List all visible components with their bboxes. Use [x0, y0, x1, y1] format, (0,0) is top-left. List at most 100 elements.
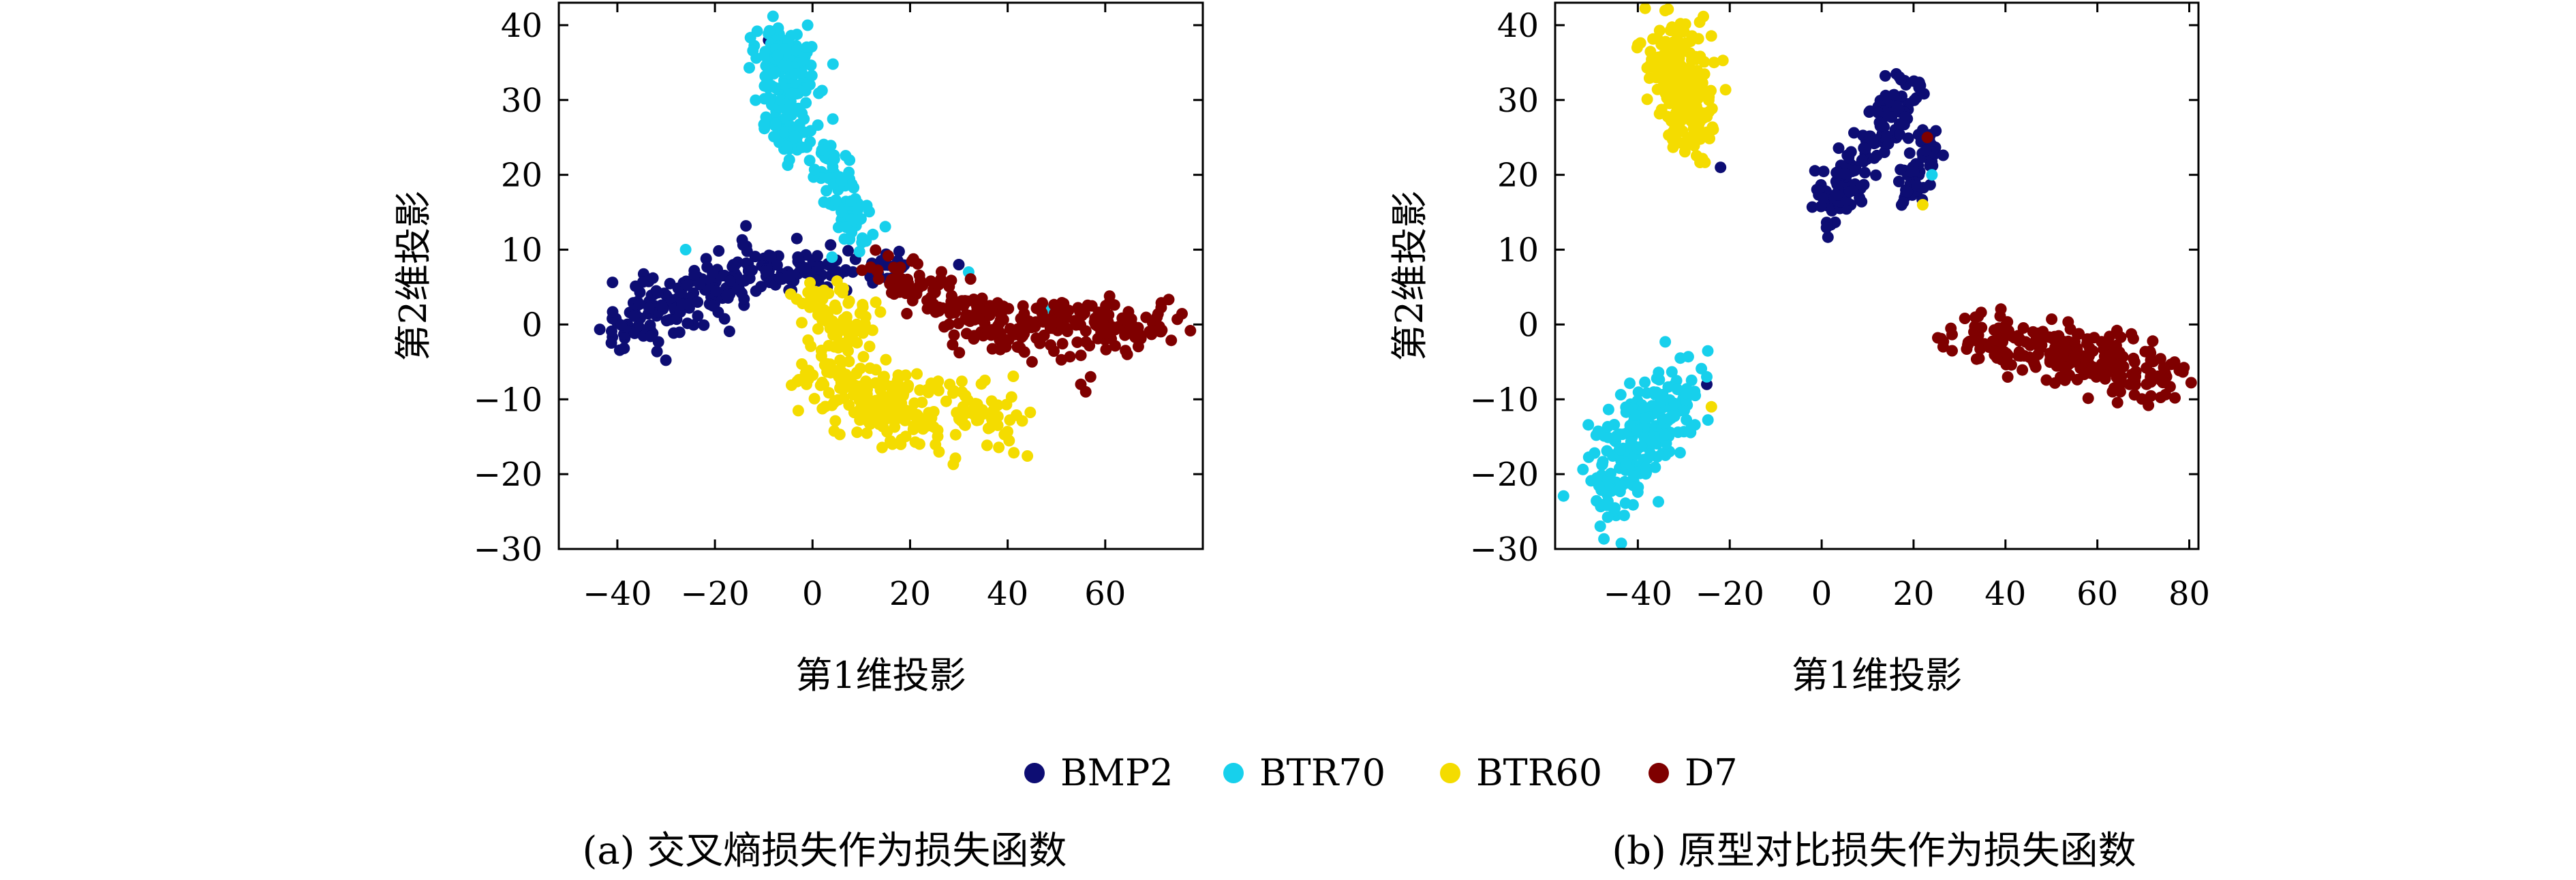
point-d7 — [2081, 333, 2094, 345]
point-d7 — [950, 297, 962, 309]
point-d7 — [1132, 341, 1144, 353]
point-btr70 — [769, 119, 782, 130]
point-bmp2 — [1864, 105, 1876, 117]
point-btr60 — [831, 365, 843, 377]
point-d7 — [953, 347, 966, 359]
point-d7 — [2028, 357, 2040, 369]
point-bmp2 — [737, 239, 749, 251]
point-btr70 — [806, 41, 818, 53]
point-btr60 — [892, 373, 904, 385]
point-bmp2 — [724, 274, 736, 287]
point-d7 — [938, 321, 950, 333]
point-btr70 — [1640, 467, 1653, 479]
point-bmp2 — [692, 310, 704, 322]
point-btr70 — [765, 79, 777, 91]
point-bmp2 — [1874, 120, 1886, 132]
point-bmp2 — [618, 342, 630, 354]
point-btr60 — [949, 428, 962, 441]
point-d7 — [913, 269, 925, 281]
point-bmp2 — [773, 272, 786, 285]
point-btr60 — [870, 364, 882, 376]
point-btr60 — [1653, 108, 1666, 120]
point-d7 — [1103, 290, 1116, 302]
y-tick-label: 20 — [501, 157, 542, 195]
point-btr60 — [881, 426, 893, 438]
point-d7 — [2062, 316, 2074, 328]
y-axis-label: 第2维投影 — [392, 191, 435, 361]
point-bmp2 — [771, 259, 783, 271]
point-btr60 — [828, 341, 840, 353]
point-d7 — [968, 333, 980, 345]
point-d7 — [1140, 311, 1152, 324]
point-btr70 — [805, 59, 817, 72]
point-btr60 — [874, 306, 887, 318]
point-bmp2 — [842, 245, 854, 257]
point-bmp2 — [1833, 142, 1845, 154]
y-axis-label: 第2维投影 — [1388, 191, 1431, 361]
point-d7 — [2185, 377, 2197, 389]
point-btr70 — [840, 150, 852, 162]
point-btr60 — [1705, 30, 1717, 42]
point-d7 — [1176, 308, 1188, 320]
point-d7 — [1184, 325, 1197, 336]
point-btr60 — [1644, 46, 1657, 58]
point-d7 — [2148, 371, 2160, 383]
legend-marker — [1223, 763, 1244, 783]
point-btr70 — [843, 166, 855, 178]
point-btr60 — [959, 390, 971, 403]
point-d7 — [1959, 313, 1971, 324]
point-btr70 — [1618, 509, 1630, 522]
point-d7 — [1120, 345, 1132, 357]
point-d7 — [2129, 379, 2141, 391]
point-d7 — [1165, 334, 1178, 347]
point-btr70 — [827, 58, 839, 70]
point-bmp2 — [893, 245, 905, 257]
point-bmp2 — [628, 327, 641, 339]
series-d7 — [1921, 131, 2197, 411]
point-bmp2 — [681, 317, 694, 330]
point-btr70 — [835, 206, 848, 218]
point-bmp2 — [1806, 201, 1818, 213]
point-bmp2 — [643, 302, 655, 314]
point-btr70 — [1682, 351, 1694, 363]
point-d7 — [2058, 336, 2070, 348]
caption-b: (b) 原型对比损失作为损失函数 — [1612, 829, 2136, 873]
point-bmp2 — [1891, 101, 1903, 113]
point-d7 — [1946, 345, 1958, 357]
point-bmp2 — [1858, 178, 1870, 191]
point-d7 — [885, 274, 898, 286]
point-btr70 — [1653, 496, 1664, 508]
point-d7 — [2145, 390, 2157, 402]
point-btr70 — [780, 60, 792, 72]
point-d7 — [1988, 324, 2000, 336]
point-d7 — [2154, 353, 2166, 365]
point-btr70 — [743, 62, 755, 74]
point-bmp2 — [1843, 151, 1855, 163]
point-bmp2 — [1829, 189, 1841, 201]
point-btr60 — [1016, 415, 1028, 427]
point-bmp2 — [1911, 180, 1923, 192]
point-btr70 — [848, 182, 860, 193]
y-tick-label: −30 — [1470, 531, 1539, 569]
point-d7 — [2139, 345, 2151, 358]
point-btr60 — [1641, 93, 1653, 106]
y-tick-label: 40 — [501, 7, 542, 45]
chart-a-panel: −40 −20 0 20 40 60 −30 −20 −10 0 10 20 30 40 第1维投影 第2维投… — [392, 1, 1204, 697]
legend-item-btr70: BTR70 — [1223, 751, 1385, 794]
point-bmp2 — [1839, 168, 1851, 180]
point-bmp2 — [784, 270, 795, 282]
point-btr70 — [860, 235, 872, 247]
point-btr60 — [848, 386, 860, 398]
point-bmp2 — [1847, 185, 1859, 197]
point-btr60 — [1643, 72, 1655, 84]
point-d7 — [2127, 332, 2139, 345]
point-bmp2 — [799, 262, 812, 274]
point-bmp2 — [1895, 163, 1907, 176]
point-btr70 — [1624, 377, 1636, 390]
x-tick-label: −20 — [1696, 575, 1764, 613]
point-bmp2 — [1886, 111, 1898, 123]
point-bmp2 — [1871, 149, 1883, 161]
point-bmp2 — [746, 264, 758, 277]
point-btr70 — [828, 153, 840, 166]
